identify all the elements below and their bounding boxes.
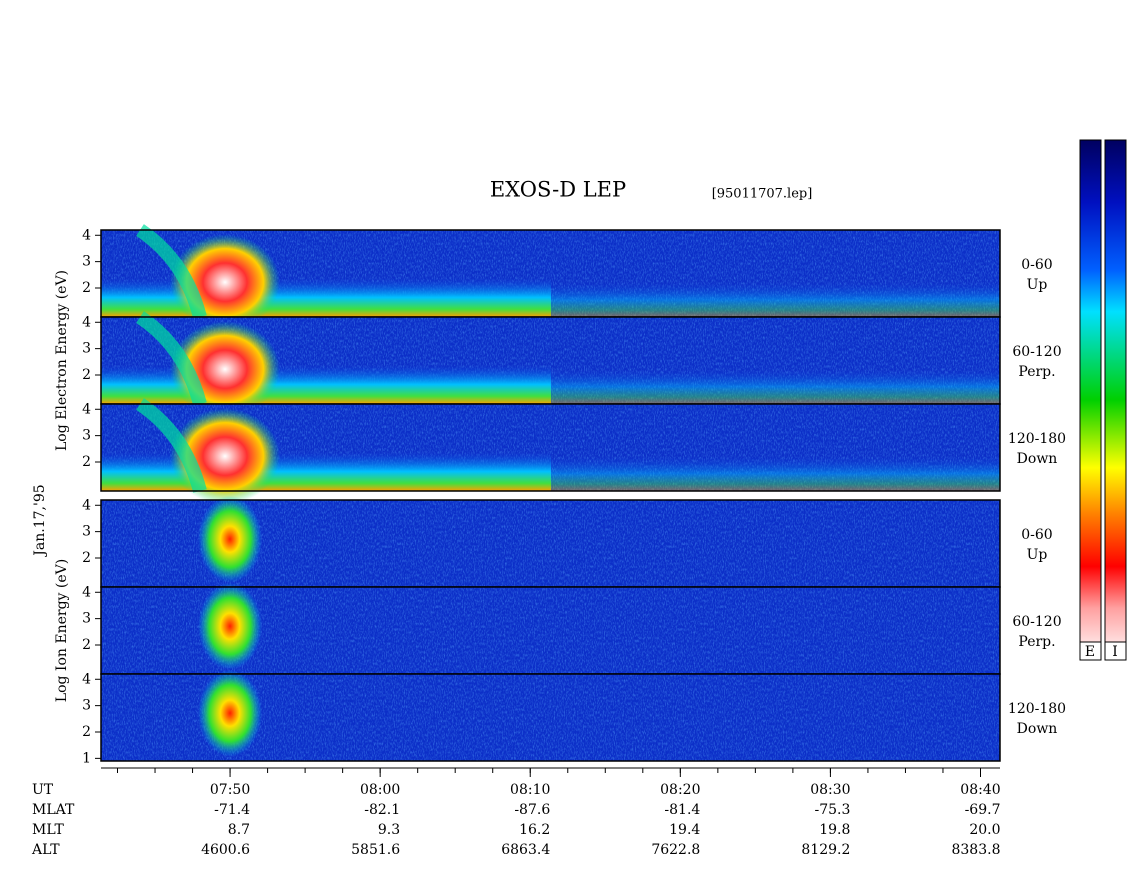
panel-frame — [100, 673, 1001, 762]
y-tick-label: 2 — [82, 637, 91, 653]
y-tick-label: 4 — [82, 584, 91, 600]
ephemeris-value: 9.3 — [378, 822, 400, 838]
panel-angle: 0-60 — [1021, 527, 1052, 543]
panel-direction: Perp. — [1018, 364, 1055, 380]
panel-direction: Up — [1027, 547, 1048, 563]
x-tick-label: 08:10 — [510, 782, 550, 798]
ephemeris-value: 8383.8 — [951, 842, 1000, 858]
x-tick-label: 08:30 — [810, 782, 850, 798]
colorbar-label-box — [1079, 641, 1102, 661]
y-tick-label: 4 — [82, 227, 91, 243]
ephemeris-value: -75.3 — [814, 802, 850, 818]
spectrogram-band — [550, 456, 1000, 491]
panel-frame — [100, 403, 1001, 492]
spectrogram-hotspot — [198, 495, 262, 583]
ephemeris-name: MLT — [32, 822, 64, 838]
colorbar-label: I — [1112, 644, 1118, 660]
x-tick-label: 08:40 — [960, 782, 1000, 798]
y-tick-label: 3 — [82, 611, 91, 627]
spectrogram-band — [101, 364, 551, 404]
y-tick-label: 3 — [82, 698, 91, 714]
panel-direction: Down — [1017, 451, 1058, 467]
ephemeris-value: 4600.6 — [201, 842, 250, 858]
spectrogram-hotspot — [198, 669, 262, 757]
colorbar-label-box — [1104, 641, 1127, 661]
spectrogram-arc — [136, 224, 207, 319]
ephemeris-value: 19.4 — [669, 822, 700, 838]
ephemeris-value: 5851.6 — [351, 842, 400, 858]
y-tick-label: 2 — [82, 367, 91, 383]
ephemeris-value: -87.6 — [514, 802, 550, 818]
spectrogram-arc — [136, 311, 207, 406]
x-tick-label: 07:50 — [210, 782, 250, 798]
colorbar-label: E — [1085, 644, 1095, 660]
date-label: Jan.17,'95 — [32, 484, 48, 557]
colorbar — [1079, 139, 1102, 661]
spectrogram-band — [101, 451, 551, 491]
y-tick-label: 2 — [82, 724, 91, 740]
spectrogram-band — [550, 282, 1000, 317]
ephemeris-value: 8.7 — [228, 822, 250, 838]
group-label: Log Ion Energy (eV) — [54, 559, 70, 702]
y-tick-label: 3 — [82, 341, 91, 357]
y-tick-label: 4 — [82, 401, 91, 417]
y-tick-label: 1 — [82, 750, 91, 766]
panel-direction: Down — [1017, 721, 1058, 737]
group-label: Log Electron Energy (eV) — [54, 270, 70, 451]
ephemeris-value: 20.0 — [969, 822, 1000, 838]
spectrogram-arc — [136, 398, 207, 493]
x-tick-label: 08:00 — [360, 782, 400, 798]
y-tick-label: 2 — [82, 550, 91, 566]
panel-direction: Up — [1027, 277, 1048, 293]
y-tick-label: 4 — [82, 671, 91, 687]
ephemeris-value: -81.4 — [664, 802, 700, 818]
spectrogram-band — [550, 369, 1000, 404]
ephemeris-name: MLAT — [32, 802, 75, 818]
y-tick-label: 4 — [82, 497, 91, 513]
y-tick-label: 3 — [82, 524, 91, 540]
panel-angle: 60-120 — [1012, 344, 1061, 360]
ephemeris-value: 7622.8 — [651, 842, 700, 858]
panel-angle: 120-180 — [1008, 701, 1066, 717]
ephemeris-value: 6863.4 — [501, 842, 550, 858]
file-name: [95011707.lep] — [712, 187, 813, 202]
ephemeris-value: -82.1 — [364, 802, 400, 818]
y-tick-label: 4 — [82, 314, 91, 330]
y-tick-label: 3 — [82, 428, 91, 444]
panel-direction: Perp. — [1018, 634, 1055, 650]
ephemeris-value: -71.4 — [214, 802, 250, 818]
y-tick-label: 3 — [82, 254, 91, 270]
ephemeris-name: ALT — [31, 842, 60, 858]
panel-angle: 0-60 — [1021, 257, 1052, 273]
ut-label: UT — [32, 782, 54, 798]
spectrogram-band — [101, 277, 551, 317]
panel-angle: 60-120 — [1012, 614, 1061, 630]
y-tick-label: 2 — [82, 280, 91, 296]
panel-angle: 120-180 — [1008, 431, 1066, 447]
ephemeris-value: 8129.2 — [801, 842, 850, 858]
spectrogram-hotspot — [198, 582, 262, 670]
ephemeris-value: -69.7 — [965, 802, 1001, 818]
chart-title: EXOS-D LEP — [490, 178, 626, 202]
y-tick-label: 2 — [82, 454, 91, 470]
ephemeris-value: 19.8 — [819, 822, 850, 838]
x-tick-label: 08:20 — [660, 782, 700, 798]
ephemeris-value: 16.2 — [519, 822, 550, 838]
colorbar — [1104, 139, 1127, 661]
